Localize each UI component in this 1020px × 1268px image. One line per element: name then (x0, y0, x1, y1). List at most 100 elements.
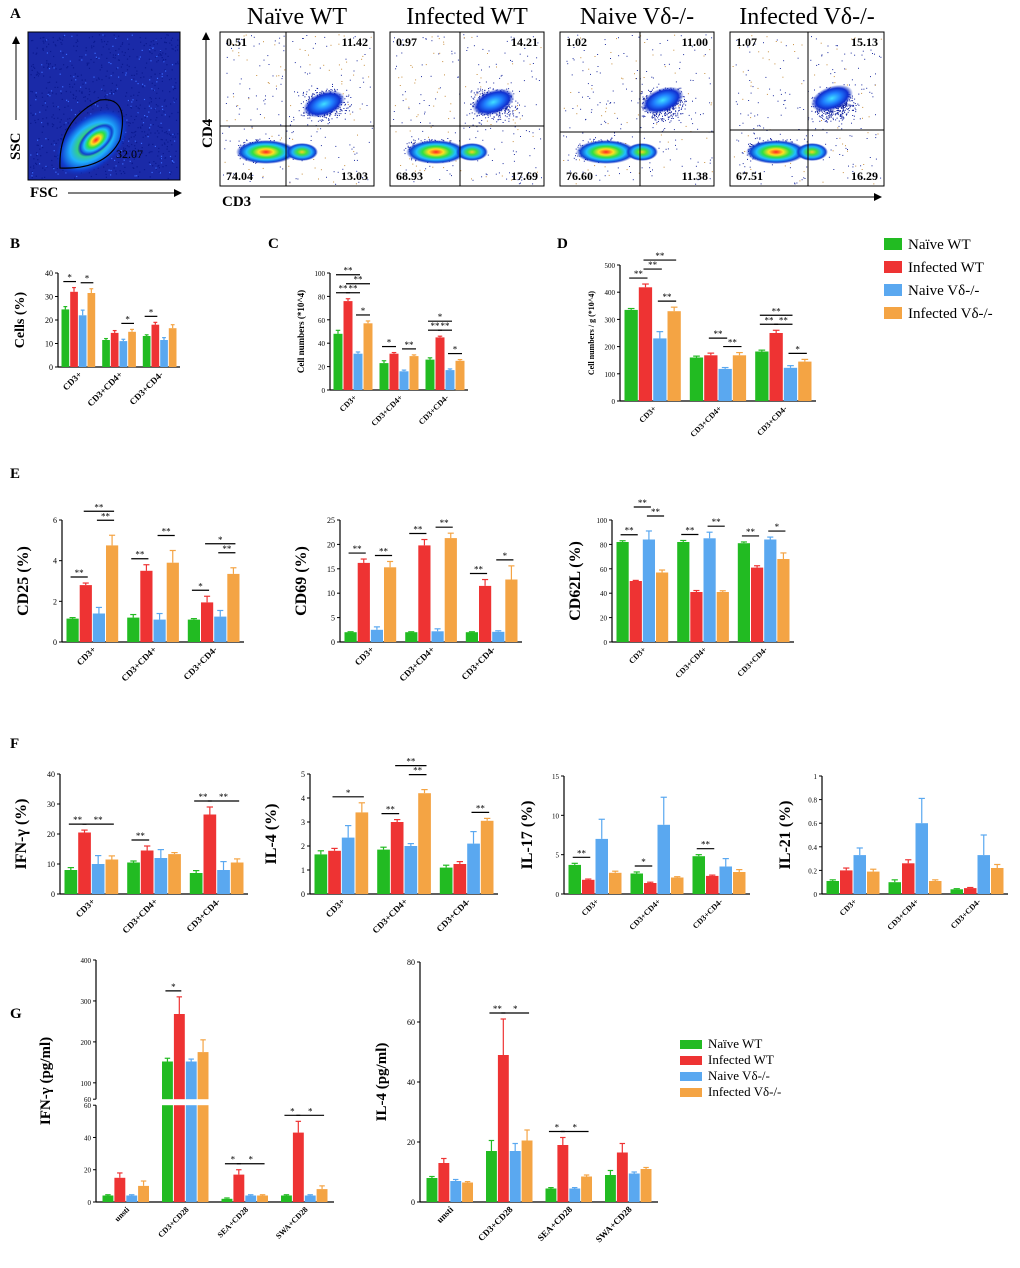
event-dot (597, 104, 598, 105)
event-dot (676, 149, 677, 150)
plot-title: Infected WT (406, 4, 528, 30)
event-dot (287, 131, 288, 132)
event-dot (325, 158, 326, 159)
event-dot (301, 115, 302, 116)
event-dot (138, 83, 139, 84)
event-dot (276, 76, 277, 77)
event-dot (623, 84, 624, 85)
event-dot (87, 63, 88, 64)
event-dot (166, 131, 167, 132)
event-dot (876, 159, 877, 160)
event-dot (175, 137, 176, 138)
event-dot (511, 106, 512, 107)
event-dot (474, 113, 475, 114)
event-dot (352, 112, 353, 113)
event-dot (148, 145, 149, 146)
event-dot (683, 54, 684, 55)
event-dot (174, 134, 175, 135)
event-dot (265, 99, 266, 100)
event-dot (106, 44, 107, 45)
event-dot (479, 123, 480, 124)
event-dot (343, 108, 344, 109)
event-dot (341, 69, 342, 70)
event-dot (293, 119, 294, 120)
event-dot (519, 91, 520, 92)
event-dot (879, 56, 880, 57)
event-dot (345, 104, 346, 105)
event-dot (144, 99, 145, 100)
event-dot (167, 149, 168, 150)
event-dot (177, 39, 178, 40)
event-dot (322, 119, 323, 120)
event-dot (143, 122, 144, 123)
event-dot (823, 159, 824, 160)
event-dot (303, 95, 304, 96)
event-dot (170, 135, 171, 136)
event-dot (652, 116, 653, 117)
event-dot (243, 164, 244, 165)
event-dot (171, 78, 172, 79)
event-dot (869, 92, 870, 93)
event-dot (149, 49, 150, 50)
event-dot (335, 146, 336, 147)
event-dot (508, 88, 509, 89)
event-dot (96, 57, 97, 58)
event-dot (116, 68, 117, 69)
event-dot (148, 136, 149, 137)
event-dot (749, 52, 750, 53)
event-dot (631, 91, 632, 92)
event-dot (534, 148, 535, 149)
event-dot (396, 55, 397, 56)
event-dot (843, 172, 844, 173)
event-dot (490, 87, 491, 88)
event-dot (467, 115, 468, 116)
event-dot (149, 102, 150, 103)
event-dot (111, 90, 112, 91)
event-dot (129, 56, 130, 57)
event-dot (103, 46, 104, 47)
event-dot (403, 100, 404, 101)
event-dot (680, 62, 681, 63)
event-dot (583, 62, 584, 63)
event-dot (53, 140, 54, 141)
event-dot (531, 71, 532, 72)
event-dot (114, 92, 115, 93)
event-dot (362, 104, 363, 105)
event-dot (134, 136, 135, 137)
event-dot (744, 166, 745, 167)
event-dot (401, 77, 402, 78)
event-dot (794, 51, 795, 52)
event-dot (664, 115, 665, 116)
event-dot (349, 144, 350, 145)
event-dot (591, 88, 592, 89)
event-dot (493, 117, 494, 118)
event-dot (335, 113, 336, 114)
event-dot (416, 116, 417, 117)
event-dot (335, 90, 336, 91)
event-dot (515, 107, 516, 108)
event-dot (341, 81, 342, 82)
event-dot (576, 159, 577, 160)
event-dot (517, 105, 518, 106)
event-dot (165, 114, 166, 115)
event-dot (653, 117, 654, 118)
event-dot (44, 101, 45, 102)
event-dot (345, 119, 346, 120)
event-dot (30, 154, 31, 155)
event-dot (751, 113, 752, 114)
event-dot (811, 36, 812, 37)
event-dot (140, 42, 141, 43)
event-dot (690, 80, 691, 81)
event-dot (89, 91, 90, 92)
event-dot (294, 91, 295, 92)
event-dot (131, 101, 132, 102)
event-dot (496, 174, 497, 175)
event-dot (451, 51, 452, 52)
event-dot (315, 168, 316, 169)
event-dot (137, 56, 138, 57)
event-dot (851, 123, 852, 124)
event-dot (441, 139, 442, 140)
event-dot (158, 55, 159, 56)
event-dot (313, 93, 314, 94)
